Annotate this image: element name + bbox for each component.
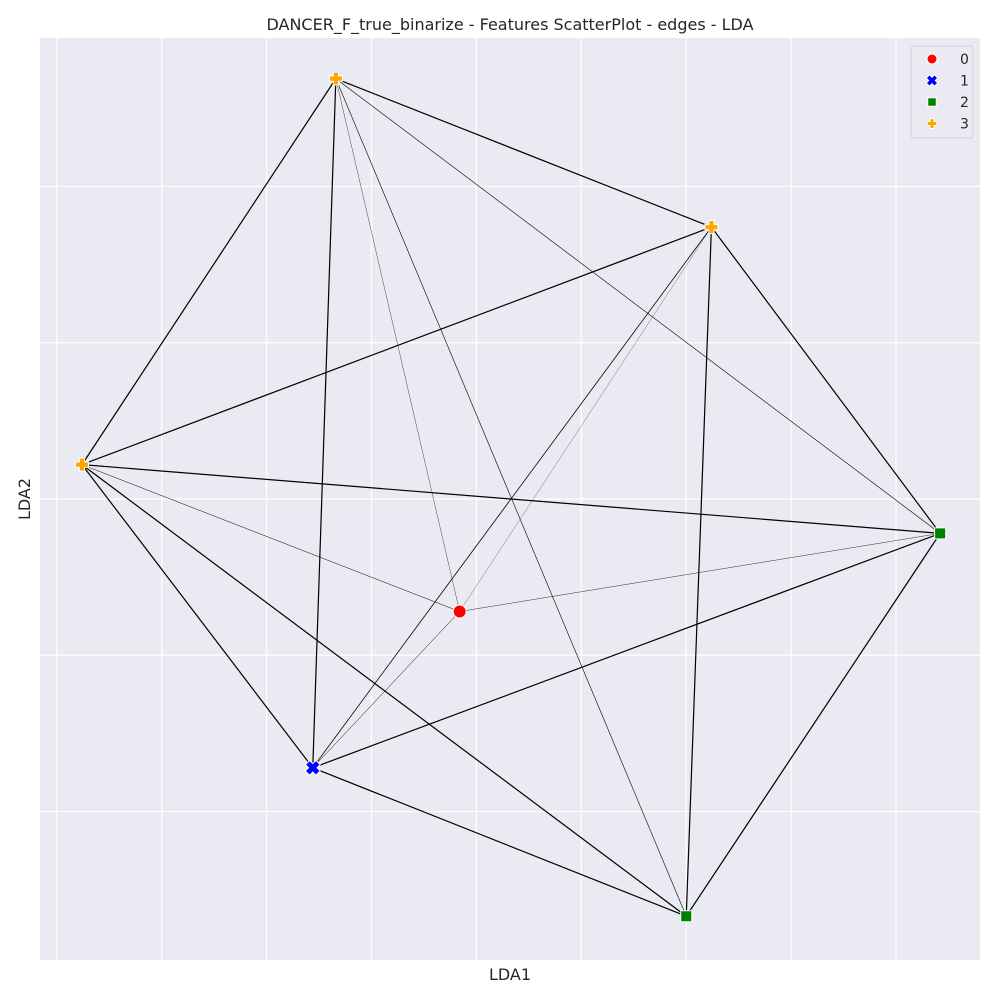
x-axis-label: LDA1 xyxy=(489,965,531,984)
edge-line xyxy=(335,78,712,228)
edge-line xyxy=(81,78,337,465)
y-axis-label: LDA2 xyxy=(15,478,34,520)
data-point-series-1 xyxy=(304,759,321,776)
legend-marker-3 xyxy=(926,118,938,129)
edge-line xyxy=(81,464,314,769)
data-point-series-2 xyxy=(934,527,947,540)
edge-lines xyxy=(81,78,941,917)
edge-line xyxy=(81,226,712,466)
legend-label-0: 0 xyxy=(960,52,969,68)
edge-line xyxy=(685,533,941,917)
legend-marker-2 xyxy=(927,97,937,107)
edge-line xyxy=(335,78,687,917)
edge-line xyxy=(335,78,941,534)
data-point-series-3 xyxy=(704,220,719,235)
data-point-series-3 xyxy=(328,71,343,86)
edge-line xyxy=(81,464,460,612)
legend-label-2: 2 xyxy=(960,95,969,111)
edge-line xyxy=(81,464,687,917)
legend-box xyxy=(910,45,974,139)
legend: 0 1 2 3 xyxy=(910,45,974,139)
edge-line xyxy=(312,532,941,769)
legend-marker-1 xyxy=(925,74,939,87)
edge-line xyxy=(312,78,337,768)
edge-line xyxy=(459,227,712,612)
edge-line xyxy=(312,767,687,917)
data-points xyxy=(74,71,947,923)
data-point-series-3 xyxy=(74,457,89,472)
chart-title: DANCER_F_true_binarize - Features Scatte… xyxy=(266,15,753,35)
data-point-series-2 xyxy=(680,910,693,923)
legend-label-1: 1 xyxy=(960,74,969,90)
edge-line xyxy=(459,533,941,612)
grid-lines xyxy=(40,38,980,960)
data-point-series-0 xyxy=(452,604,467,619)
legend-marker-0 xyxy=(926,53,938,65)
edge-line xyxy=(312,226,712,769)
edge-line xyxy=(685,227,713,917)
edge-line xyxy=(335,78,460,612)
edge-line xyxy=(710,226,941,534)
legend-label-3: 3 xyxy=(960,117,969,133)
edge-line xyxy=(312,611,460,768)
